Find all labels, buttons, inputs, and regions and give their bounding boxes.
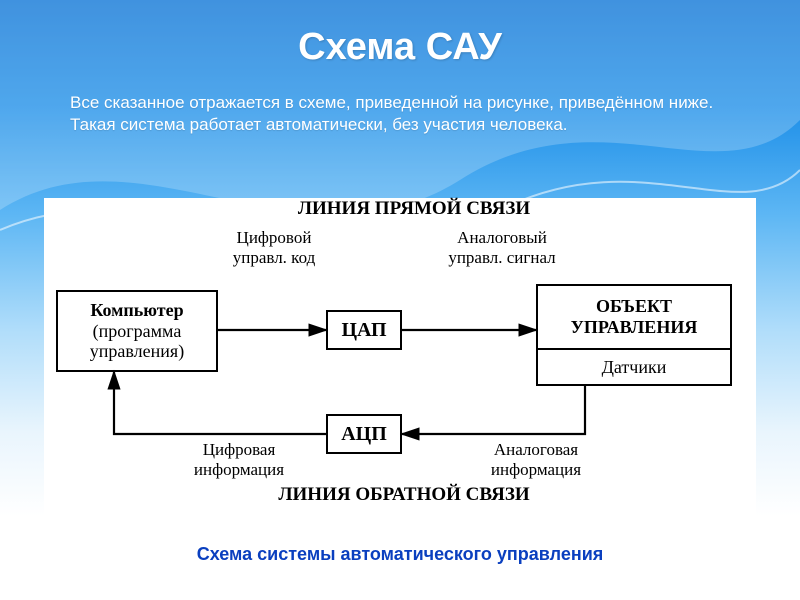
diagram-arrows <box>44 198 756 518</box>
diagram-caption: Схема системы автоматического управления <box>0 544 800 565</box>
diagram-container: Компьютер(программауправления)ЦАПАЦПОБЪЕ… <box>44 198 756 518</box>
slide-description: Все сказанное отражается в схеме, привед… <box>70 92 730 137</box>
slide-title: Схема САУ <box>0 26 800 69</box>
